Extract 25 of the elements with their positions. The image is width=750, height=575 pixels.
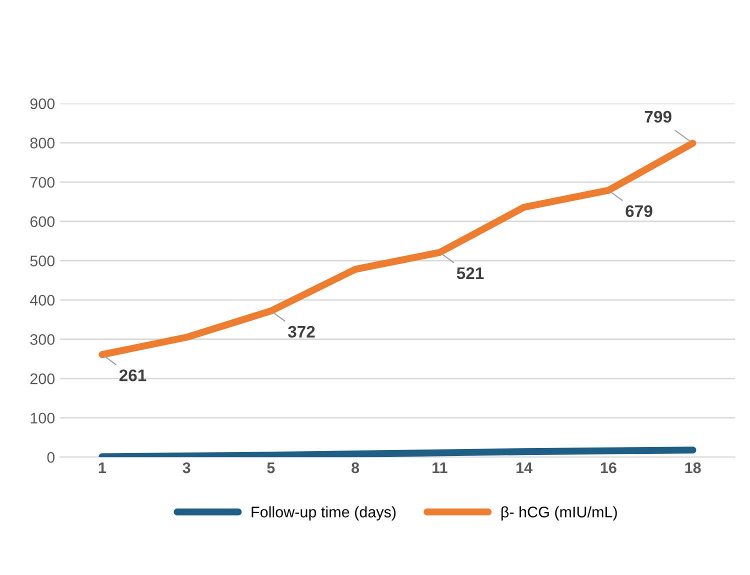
y-tick-label: 0 bbox=[47, 452, 55, 463]
data-label: 799 bbox=[644, 110, 672, 123]
x-tick-label: 5 bbox=[267, 462, 275, 474]
x-tick-label: 14 bbox=[516, 462, 532, 474]
data-label: 521 bbox=[456, 267, 484, 280]
y-tick-label: 900 bbox=[30, 98, 55, 110]
data-label: 261 bbox=[119, 369, 146, 382]
y-tick-label: 700 bbox=[30, 176, 55, 188]
data-label: 679 bbox=[626, 205, 652, 218]
x-tick-label: 8 bbox=[352, 462, 360, 474]
y-tick-label: 500 bbox=[30, 256, 55, 266]
x-tick-label: 1 bbox=[98, 462, 106, 474]
x-tick-label: 16 bbox=[600, 462, 616, 474]
legend-label: β- hCG (mIU/mL) bbox=[501, 506, 617, 520]
y-tick-label: 300 bbox=[30, 334, 55, 345]
x-tick-label: 11 bbox=[432, 462, 448, 474]
y-tick-label: 600 bbox=[30, 216, 55, 228]
data-label: 372 bbox=[288, 326, 315, 338]
y-tick-label: 200 bbox=[30, 373, 55, 384]
x-tick-label: 3 bbox=[182, 462, 190, 474]
y-tick-label: 800 bbox=[30, 138, 55, 148]
x-tick-label: 18 bbox=[685, 462, 701, 474]
legend-label: Follow-up time (days) bbox=[252, 506, 396, 520]
y-tick-label: 100 bbox=[30, 412, 55, 424]
y-tick-label: 400 bbox=[30, 294, 55, 306]
